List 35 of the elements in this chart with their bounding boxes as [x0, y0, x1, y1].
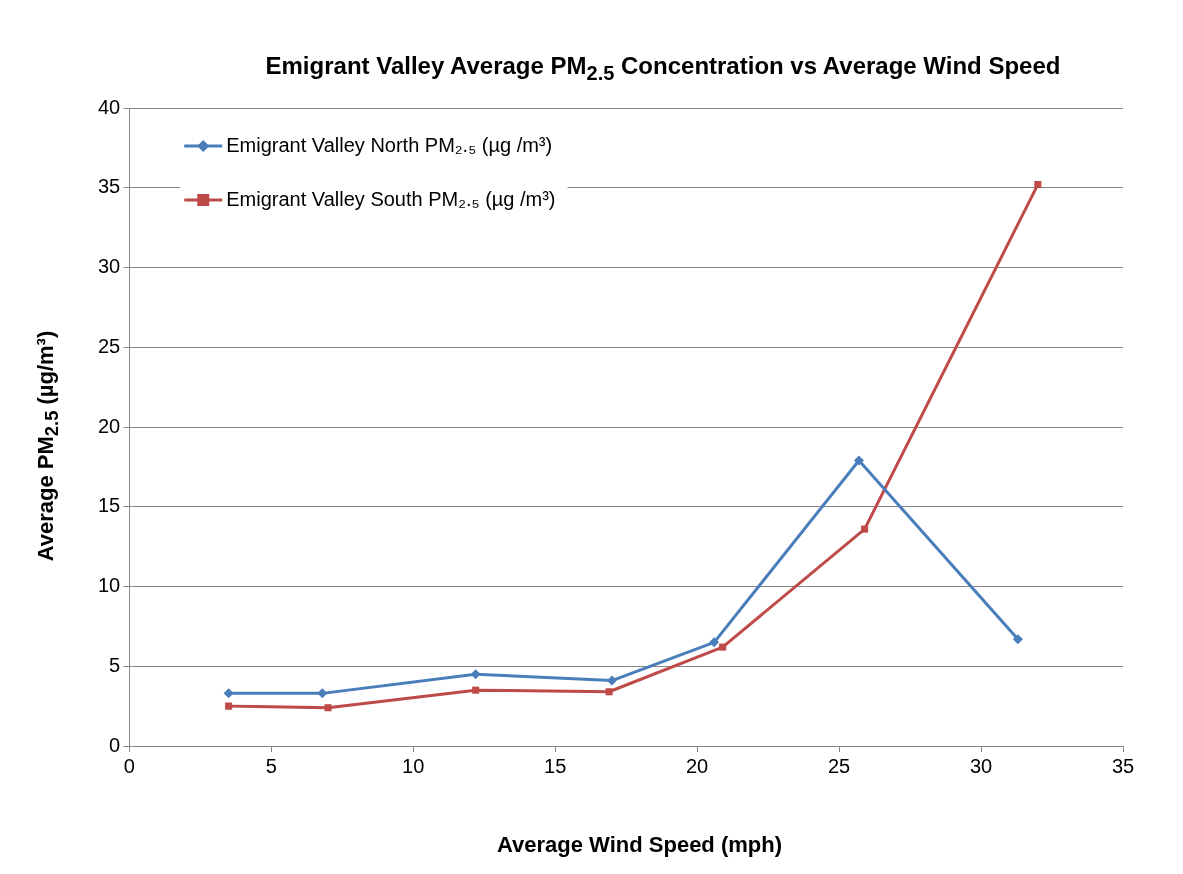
y-tick-label: 30: [98, 255, 121, 278]
point: [853, 455, 864, 466]
x-tick-label: 25: [827, 754, 851, 777]
x-axis-title: Average Wind Speed (mph): [496, 832, 783, 858]
x-tick-label: 5: [265, 754, 277, 777]
y-tick-label: 25: [98, 334, 121, 357]
point: [606, 675, 617, 686]
x-tick-label: 30: [969, 754, 993, 777]
y-tick-label: 10: [98, 574, 121, 597]
point: [709, 637, 720, 648]
x-tick-label: 20: [685, 754, 709, 777]
x-tick-label: 0: [123, 754, 135, 777]
point: [1034, 181, 1042, 189]
point: [225, 702, 233, 710]
point: [324, 704, 332, 712]
point: [472, 686, 480, 694]
legend-label: Emigrant Valley South PM₂.₅ (µg /m³): [226, 187, 556, 210]
y-tick-label: 40: [98, 95, 121, 118]
point: [223, 688, 234, 699]
point: [1012, 634, 1023, 645]
point: [605, 688, 613, 696]
y-tick-label: 15: [98, 494, 121, 517]
y-tick-label: 35: [98, 175, 121, 198]
point: [470, 669, 481, 680]
y-tick-label: 20: [98, 414, 121, 437]
legend-label: Emigrant Valley North PM₂.₅ (µg /m³): [226, 133, 553, 156]
x-tick-label: 35: [1111, 754, 1135, 777]
y-tick-label: 0: [109, 733, 121, 756]
x-tick-label: 15: [544, 754, 567, 777]
x-tick-label: 10: [402, 754, 425, 777]
point: [861, 525, 869, 533]
chart-title: Emigrant Valley Average PM$_{2.5}$ Concentration vs Average Wind Speed: [264, 52, 1062, 85]
y-tick-label: 5: [109, 653, 121, 676]
point: [317, 688, 328, 699]
point: [719, 643, 727, 651]
